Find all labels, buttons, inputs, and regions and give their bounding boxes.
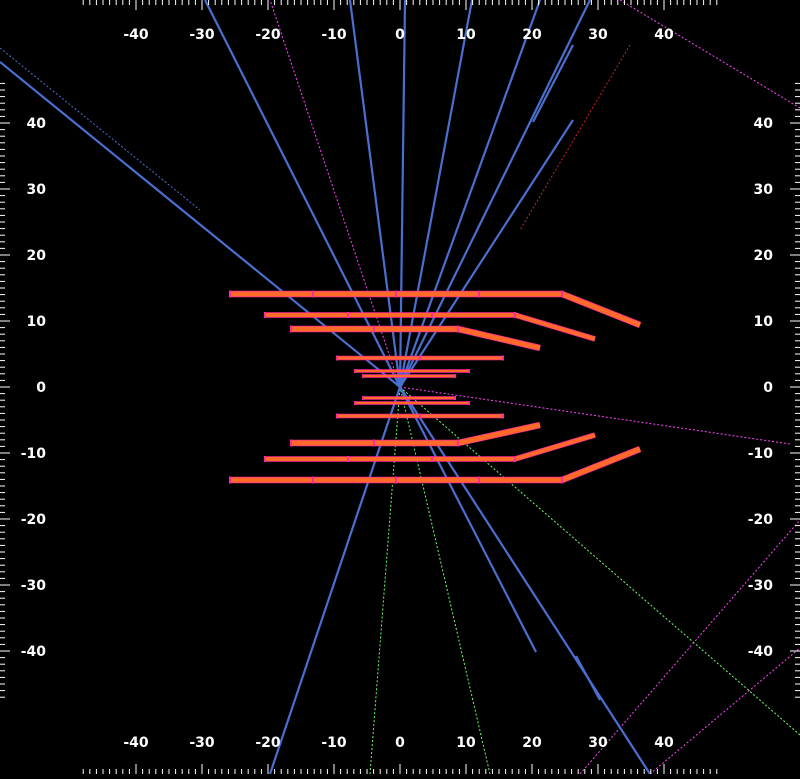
- dotted-track-line: [399, 386, 791, 445]
- bottom-axis-label: 10: [456, 735, 476, 751]
- dotted-track-line: [579, 519, 800, 775]
- right-axis-label: 0: [763, 380, 773, 396]
- particle-track-segment[interactable]: [575, 655, 601, 701]
- bottom-axis-label: 30: [588, 735, 608, 751]
- left-axis-label: -30: [21, 578, 47, 594]
- detector-endcap[interactable]: [561, 291, 641, 328]
- particle-track[interactable]: [268, 386, 402, 775]
- right-axis-label: -10: [748, 446, 774, 462]
- bottom-axis-label: 0: [395, 735, 405, 751]
- detector-endcap[interactable]: [457, 326, 541, 351]
- top-axis-label: 10: [456, 27, 476, 43]
- dotted-track-line: [619, 0, 800, 109]
- top-axis-label: -40: [123, 27, 149, 43]
- particle-track[interactable]: [348, 0, 402, 388]
- right-axis-label: -30: [748, 578, 774, 594]
- detector-endcap[interactable]: [457, 422, 541, 446]
- left-axis-label: 10: [27, 314, 47, 330]
- bottom-axis-label: -20: [255, 735, 281, 751]
- bottom-axis-label: 40: [654, 735, 674, 751]
- right-axis-label: 20: [754, 248, 774, 264]
- bottom-axis-label: -30: [189, 735, 215, 751]
- detector-endcap[interactable]: [561, 446, 641, 483]
- right-axis-label: -40: [748, 644, 774, 660]
- particle-track[interactable]: [399, 119, 574, 388]
- detector-endcap[interactable]: [514, 433, 596, 461]
- top-axis-label: -30: [189, 27, 215, 43]
- dotted-track-line: [519, 44, 631, 231]
- dotted-track-line: [0, 47, 201, 211]
- left-axis-label: -20: [21, 512, 47, 528]
- dotted-track-line: [369, 386, 401, 775]
- left-axis-label: -10: [21, 446, 47, 462]
- dotted-track-line: [649, 647, 800, 775]
- interaction-vertex[interactable]: [397, 381, 403, 387]
- particle-track[interactable]: [398, 0, 407, 388]
- top-axis-label: 0: [395, 27, 405, 43]
- left-axis-label: 30: [27, 182, 47, 198]
- dotted-track-line: [269, 0, 401, 388]
- particle-track[interactable]: [0, 61, 401, 388]
- particle-track[interactable]: [399, 386, 537, 653]
- left-axis-label: 20: [27, 248, 47, 264]
- right-axis-label: 10: [754, 314, 774, 330]
- top-axis-label: 20: [522, 27, 542, 43]
- left-axis-label: 0: [36, 380, 46, 396]
- bottom-axis-label: 20: [522, 735, 542, 751]
- left-axis-label: -40: [21, 644, 47, 660]
- particle-track[interactable]: [399, 386, 651, 775]
- right-axis-label: -20: [748, 512, 774, 528]
- dotted-track-line: [399, 386, 800, 736]
- bottom-axis-label: -10: [321, 735, 347, 751]
- particle-track-segment[interactable]: [532, 44, 574, 123]
- top-axis-label: -20: [255, 27, 281, 43]
- top-axis-label: 30: [588, 27, 608, 43]
- particle-track[interactable]: [399, 0, 591, 388]
- particle-track[interactable]: [398, 0, 542, 388]
- top-axis-label: 40: [654, 27, 674, 43]
- right-axis-label: 40: [754, 116, 774, 132]
- detector-endcap[interactable]: [514, 313, 596, 341]
- right-axis-label: 30: [754, 182, 774, 198]
- particle-track[interactable]: [398, 0, 474, 388]
- bottom-axis-label: -40: [123, 735, 149, 751]
- particle-track[interactable]: [204, 0, 401, 388]
- left-axis-label: 40: [27, 116, 47, 132]
- top-axis-label: -10: [321, 27, 347, 43]
